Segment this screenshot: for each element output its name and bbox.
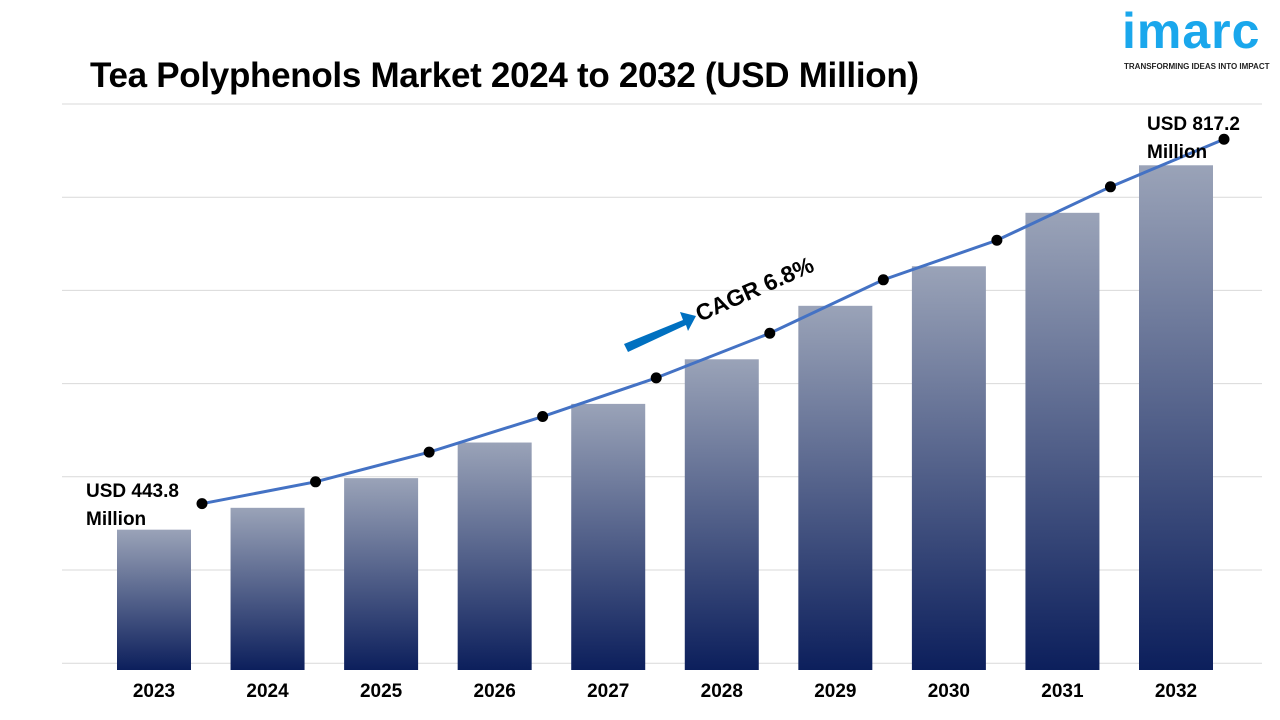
end-value-label: USD 817.2 Million — [1147, 114, 1240, 163]
x-tick-label: 2027 — [587, 681, 629, 702]
bar-2027 — [571, 403, 646, 670]
trend-point — [991, 234, 1003, 246]
trend-point — [1218, 133, 1230, 145]
start-value-label: USD 443.8 Million — [86, 481, 179, 530]
bar-2026 — [457, 442, 532, 670]
x-tick-label: 2028 — [701, 681, 743, 702]
logo-tagline: TRANSFORMING IDEAS INTO IMPACT — [1124, 62, 1270, 71]
x-tick-label: 2032 — [1155, 681, 1197, 702]
x-tick-label: 2023 — [133, 681, 175, 702]
x-tick-label: 2031 — [1041, 681, 1084, 702]
x-tick-label: 2024 — [246, 681, 289, 702]
bar-2031 — [1025, 212, 1100, 670]
bar-2023 — [117, 529, 191, 670]
trend-point — [877, 274, 889, 286]
logo-wordmark: imarc — [1122, 3, 1261, 59]
bar-2028 — [684, 359, 759, 670]
cagr-annotation: CAGR 6.8% — [624, 251, 818, 352]
trend-point — [310, 476, 322, 488]
bar-2024 — [230, 507, 305, 670]
x-tick-label: 2029 — [814, 681, 856, 702]
trend-point — [764, 327, 776, 339]
chart-title: Tea Polyphenols Market 2024 to 2032 (USD… — [90, 56, 919, 95]
trend-point — [1104, 181, 1116, 193]
imarc-logo: imarc TRANSFORMING IDEAS INTO IMPACT — [1120, 2, 1280, 76]
x-tick-label: 2026 — [474, 681, 516, 702]
x-tick-label: 2030 — [928, 681, 970, 702]
bar-2030 — [911, 266, 986, 670]
trend-line — [201, 137, 1225, 506]
bar-2032 — [1139, 165, 1213, 671]
bar-2029 — [798, 305, 873, 670]
bar-2025 — [344, 478, 419, 670]
trend-point — [423, 446, 435, 458]
x-tick-label: 2025 — [360, 681, 403, 702]
trend-point — [650, 372, 662, 384]
trend-point — [196, 498, 208, 510]
trend-point — [537, 411, 549, 423]
cagr-arrow-icon — [624, 312, 696, 352]
